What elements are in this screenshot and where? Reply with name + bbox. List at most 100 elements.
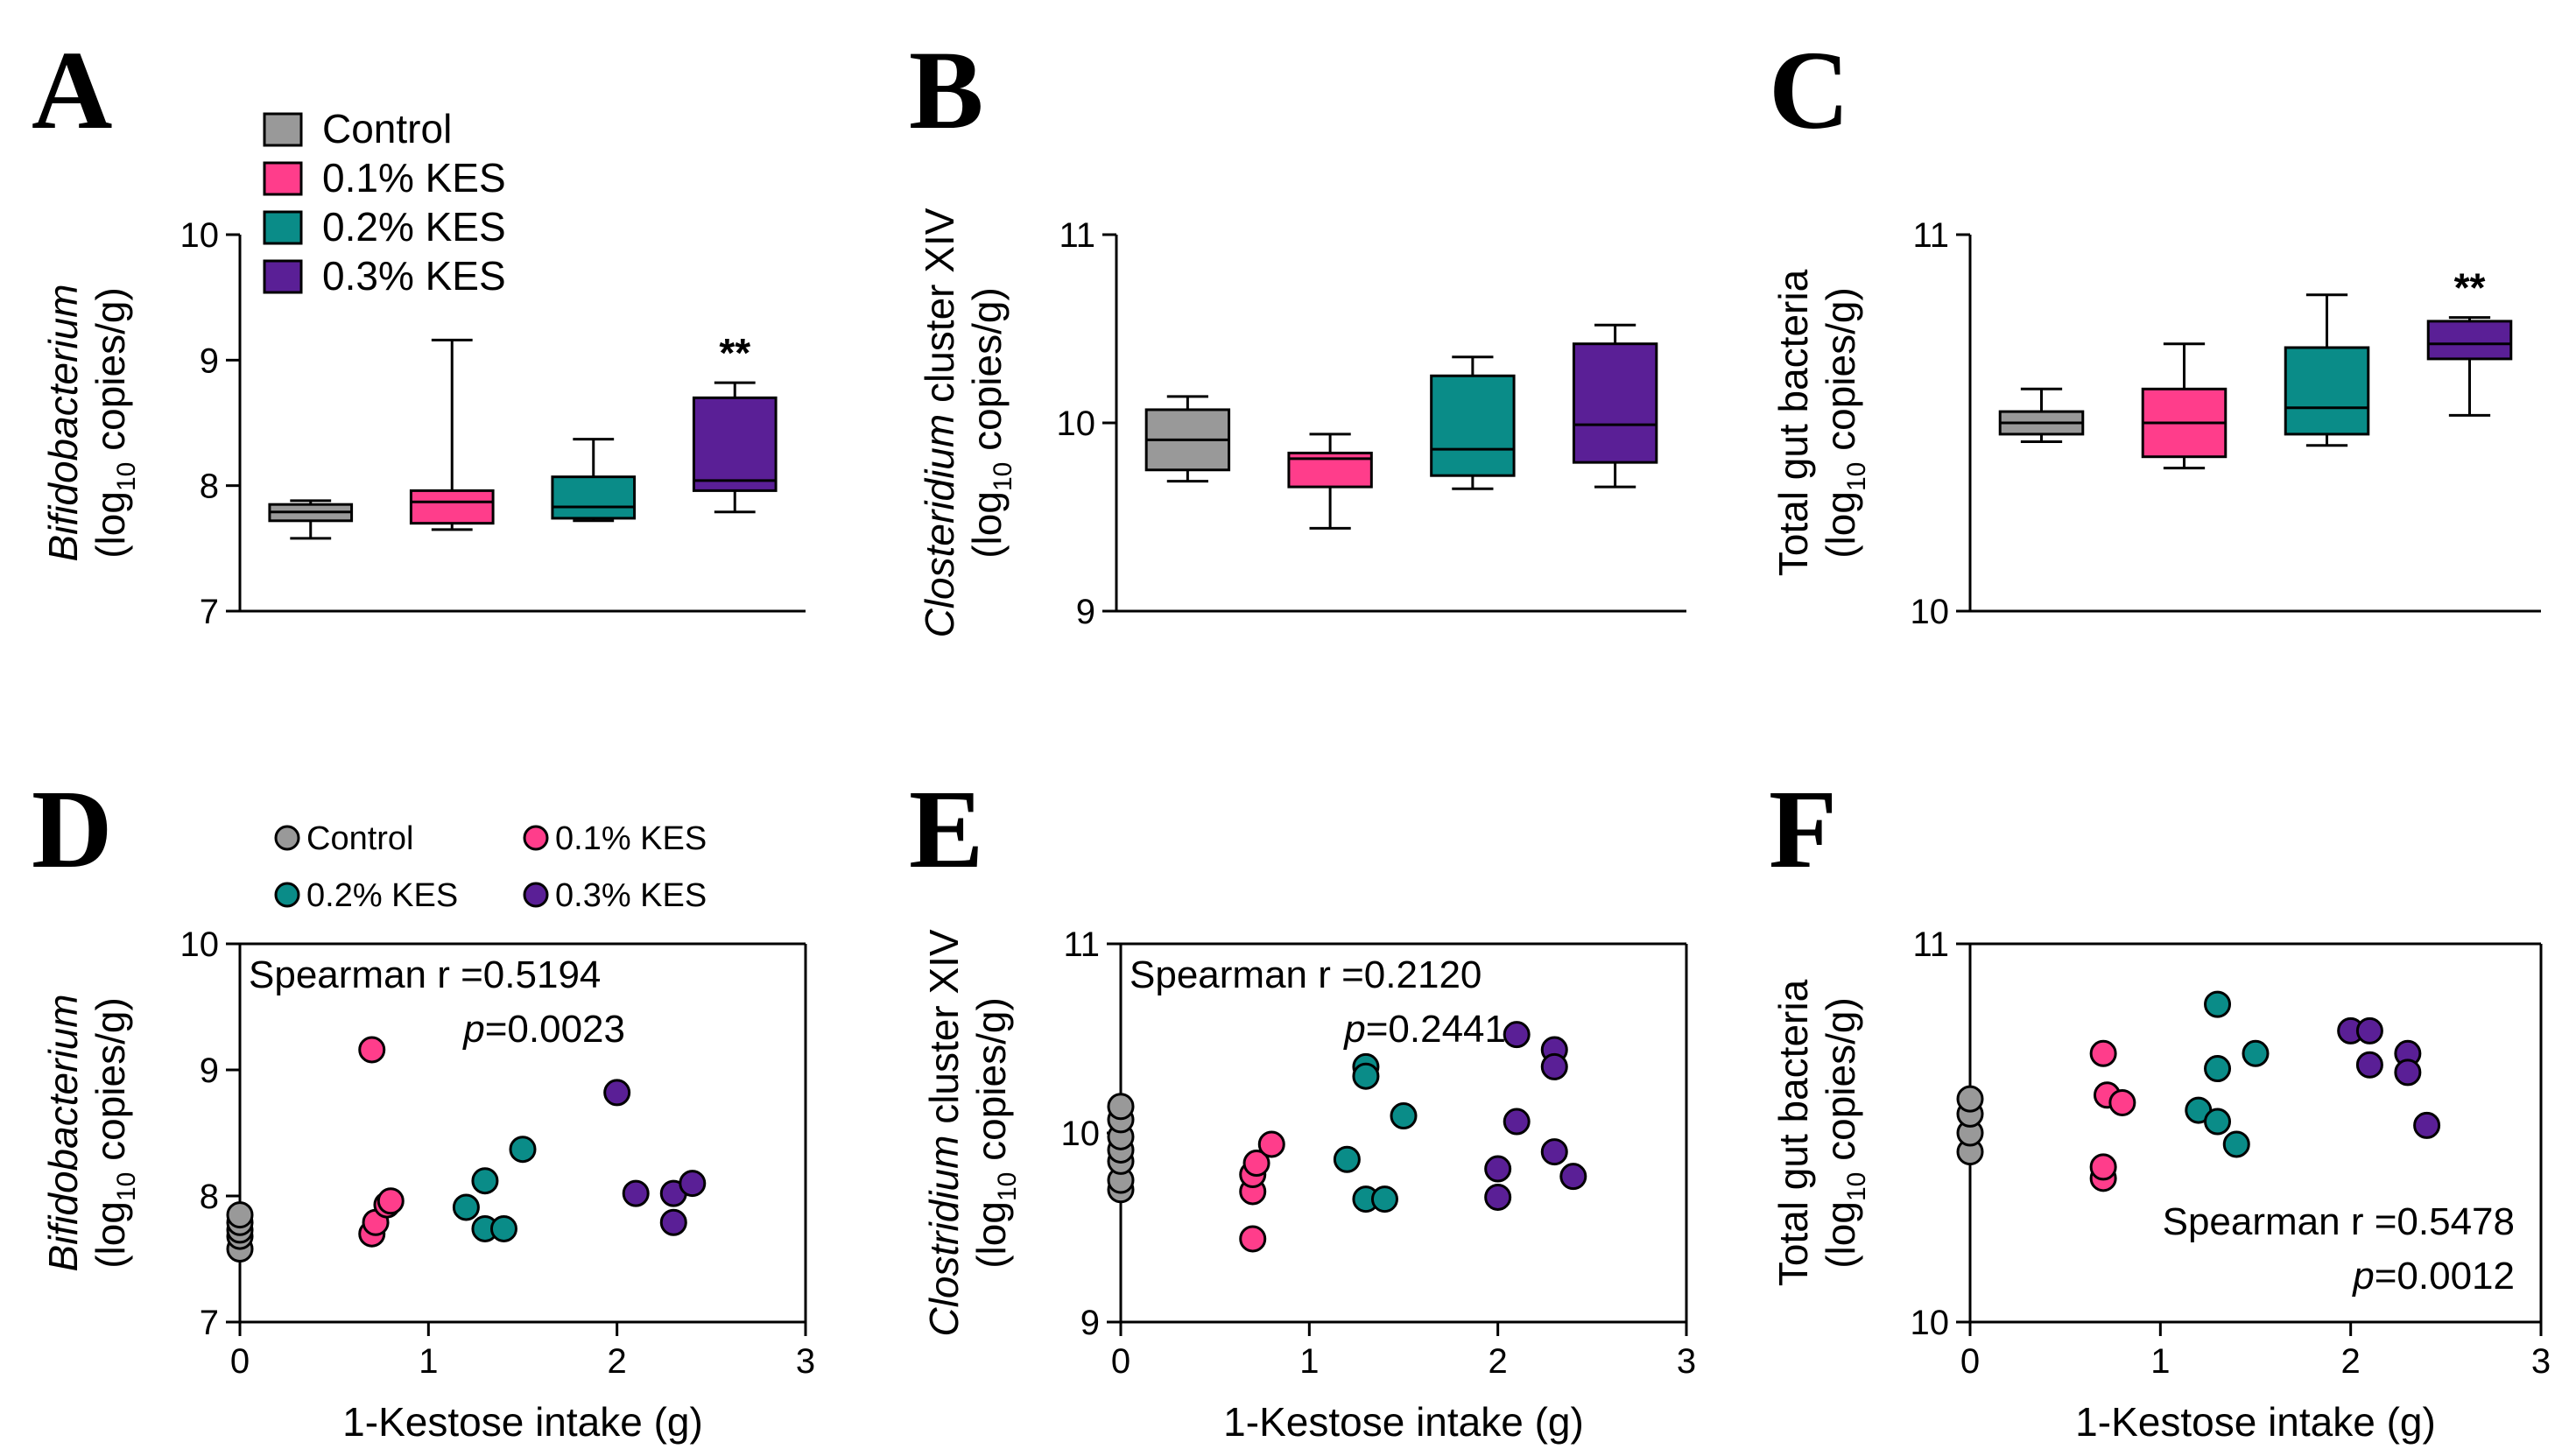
data-point — [489, 1214, 517, 1242]
x-tick-label: 1 — [1299, 1342, 1319, 1381]
data-point — [1540, 1138, 1568, 1166]
legend-marker — [274, 825, 300, 851]
box-1 — [409, 338, 495, 531]
y-axis-title: Closteridium cluster XIV — [917, 207, 962, 637]
y-tick-label: 10 — [1057, 404, 1096, 443]
legend-label: 0.3% KES — [322, 253, 506, 299]
y-tick-label: 11 — [1912, 925, 1949, 964]
y-axis-title-italic: Closteridium — [917, 414, 962, 638]
legend-scatter: Control 0.1% KES 0.2% KES 0.3% KES — [274, 820, 707, 914]
legend-swatch — [263, 259, 303, 294]
y-tick-label: 10 — [180, 925, 220, 964]
data-point — [509, 1136, 537, 1164]
series-3 — [1484, 1021, 1587, 1211]
data-point — [1503, 1108, 1531, 1136]
series-2 — [1333, 1052, 1418, 1213]
y-axis-title-italic: Bifidobacterium — [40, 284, 86, 561]
data-point — [471, 1167, 499, 1195]
legend-label: Control — [322, 106, 452, 151]
box-1 — [2141, 342, 2228, 470]
box-iqr — [2426, 320, 2513, 361]
y-axis-unit-subscript: 10 — [1842, 462, 1871, 491]
panel-letter: F — [1769, 767, 1837, 891]
panel-letter: B — [909, 28, 983, 152]
series-0 — [1956, 1085, 1984, 1166]
p-italic: p — [1342, 1008, 1365, 1051]
y-tick-label: 7 — [200, 593, 219, 631]
box-2 — [551, 438, 637, 523]
y-tick-label: 9 — [200, 1052, 219, 1090]
x-axis-title: 1-Kestose intake (g) — [1223, 1399, 1584, 1445]
legend-marker — [523, 825, 549, 851]
data-point — [603, 1079, 631, 1107]
legend-label: 0.2% KES — [322, 204, 506, 250]
data-point — [2355, 1016, 2383, 1045]
box-0 — [268, 499, 354, 540]
y-tick-label: 10 — [1061, 1115, 1101, 1153]
significance-marker: ** — [719, 330, 750, 376]
y-axis-label: Bifidobacterium (log10 copies/g) — [40, 284, 141, 561]
y-tick-label: 9 — [1076, 593, 1095, 631]
legend-label: 0.1% KES — [322, 155, 506, 200]
series-1 — [1239, 1130, 1285, 1253]
data-point — [1390, 1102, 1418, 1130]
series-1 — [2089, 1039, 2136, 1192]
y-axis-title-rest: cluster XIV — [921, 929, 967, 1136]
y-axis-unit-text: copies/g) — [968, 997, 1014, 1171]
y-tick-label: 11 — [1063, 925, 1100, 964]
x-tick-label: 0 — [230, 1342, 250, 1381]
y-tick-label: 11 — [1912, 216, 1949, 255]
x-axis-title: 1-Kestose intake (g) — [342, 1399, 703, 1445]
panel-letter: A — [32, 28, 112, 152]
data-point — [2204, 990, 2232, 1018]
legend-label: 0.3% KES — [555, 877, 707, 914]
y-axis-label: Bifidobacterium (log10 copies/g) — [40, 994, 141, 1271]
data-point — [1352, 1062, 1380, 1090]
data-point — [1503, 1021, 1531, 1049]
y-axis-unit-subscript: 10 — [989, 462, 1017, 491]
data-point — [1242, 1150, 1270, 1178]
series-3 — [2337, 1016, 2441, 1139]
y-tick-label: 8 — [200, 1178, 219, 1216]
data-point — [679, 1170, 707, 1198]
spearman-label: Spearman r =0.5194 — [249, 953, 601, 996]
data-point — [2108, 1088, 2136, 1116]
y-axis-unit-text: copies/g) — [1818, 997, 1863, 1171]
data-point — [2222, 1130, 2250, 1158]
data-point — [2204, 1055, 2232, 1083]
p-value-label: p=0.0012 — [2351, 1255, 2515, 1298]
y-axis-label: Clostridium cluster XIV(log10 copies/g) — [921, 929, 1022, 1337]
data-point — [2089, 1153, 2117, 1181]
panel-letter: C — [1769, 28, 1849, 152]
box-1 — [1287, 433, 1373, 530]
legend-label: 0.1% KES — [555, 820, 707, 857]
spearman-label: Spearman r =0.2120 — [1130, 953, 1482, 996]
x-tick-label: 0 — [1960, 1342, 1980, 1381]
y-axis-title-rest: Total gut bacteria — [1770, 269, 1816, 576]
y-axis-unit: (log10 copies/g) — [88, 997, 141, 1269]
y-axis-label: Closteridium cluster XIV(log10 copies/g) — [917, 207, 1017, 637]
data-point — [1107, 1093, 1135, 1121]
box-iqr — [1572, 342, 1658, 464]
y-axis-unit-subscript: 10 — [993, 1172, 1022, 1201]
data-point — [2394, 1059, 2422, 1087]
y-axis-title-rest: Total gut bacteria — [1770, 979, 1816, 1286]
y-axis-unit: (log10 copies/g) — [968, 997, 1022, 1269]
y-axis-title: Total gut bacteria — [1770, 979, 1816, 1286]
y-axis-title-italic: Clostridium — [921, 1136, 967, 1337]
x-tick-label: 1 — [2150, 1342, 2170, 1381]
data-point — [2413, 1111, 2441, 1139]
y-axis-title: Bifidobacterium — [40, 284, 86, 561]
data-point — [1257, 1130, 1285, 1158]
data-point — [1239, 1225, 1267, 1253]
legend-marker — [274, 882, 300, 908]
y-tick-label: 10 — [1911, 593, 1950, 631]
series-2 — [2185, 990, 2270, 1158]
series-2 — [452, 1136, 537, 1242]
y-tick-label: 9 — [1080, 1304, 1100, 1342]
y-axis-unit-text: copies/g) — [88, 997, 133, 1171]
y-axis-unit-subscript: 10 — [112, 462, 141, 491]
